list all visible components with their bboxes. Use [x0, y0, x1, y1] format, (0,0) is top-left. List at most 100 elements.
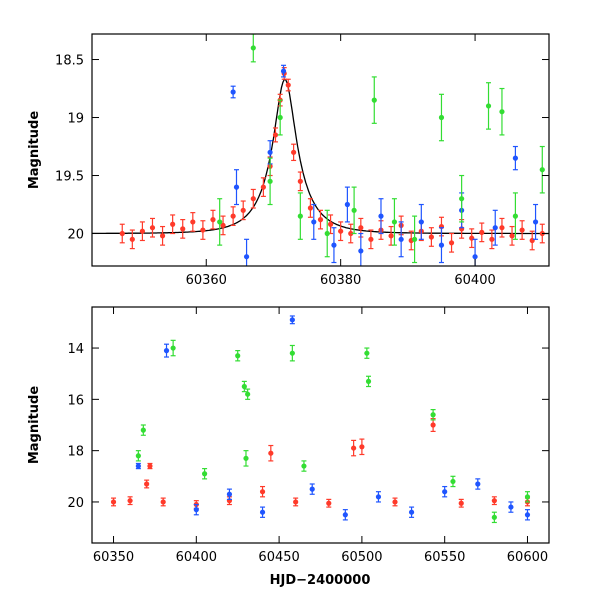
- bottom-data-point: [301, 463, 307, 469]
- bottom-data-point: [193, 507, 199, 513]
- bottom-data-point: [163, 348, 170, 354]
- top-data-point: [149, 225, 156, 231]
- top-data-point: [190, 219, 196, 225]
- top-data-point: [220, 222, 226, 228]
- bottom-ticks: 60350 60400 60450 60500 60550 60600 14 16 18 20: [67, 307, 549, 565]
- bottom-data-point: [144, 481, 150, 487]
- top-data-point: [358, 225, 364, 231]
- bottom-data-point: [408, 509, 415, 515]
- top-data-point: [243, 254, 250, 260]
- bottom-data-point: [235, 353, 241, 359]
- bottom-data-point: [475, 481, 481, 487]
- top-data-point: [280, 68, 287, 74]
- bottom-data-point: [309, 486, 315, 492]
- top-data-point: [338, 228, 344, 234]
- top-data-point: [398, 236, 404, 242]
- bottom-data-point: [147, 463, 153, 469]
- bottom-data-point: [289, 350, 295, 356]
- top-axes-frame: [91, 33, 550, 267]
- top-data-point: [485, 103, 492, 109]
- bottom-data-point: [342, 512, 348, 518]
- top-y-tick-label: 19.5: [55, 170, 84, 185]
- bottom-data-point: [392, 499, 398, 505]
- top-x-tick-label: 60380: [320, 273, 361, 288]
- top-data-point: [230, 89, 236, 95]
- bottom-data-point: [201, 471, 208, 477]
- top-data-point: [180, 226, 186, 232]
- top-data-point: [297, 213, 303, 219]
- top-data-point: [371, 97, 377, 103]
- top-data-point: [438, 242, 445, 248]
- bottom-series-1: [135, 315, 531, 521]
- top-data-point: [479, 229, 485, 235]
- top-data-point: [348, 230, 354, 237]
- bottom-data-point: [442, 489, 448, 495]
- top-data-point: [428, 234, 434, 240]
- top-data-point: [492, 225, 498, 231]
- top-y-tick-label: 18.5: [55, 54, 84, 69]
- top-data-point: [388, 233, 394, 239]
- top-data-point: [233, 184, 240, 190]
- bottom-series-0: [110, 417, 531, 509]
- top-data-point: [539, 167, 545, 173]
- bottom-data-point: [491, 514, 497, 520]
- bottom-y-axis-label: Magnitude: [27, 386, 42, 465]
- top-data-point: [368, 236, 374, 242]
- top-data-point: [272, 132, 279, 138]
- bottom-x-tick-label: 60350: [93, 550, 134, 565]
- bottom-data-point: [160, 499, 166, 505]
- bottom-x-axis-label: HJD−2400000: [270, 573, 371, 588]
- bottom-data-point: [135, 463, 141, 469]
- top-data-point: [509, 233, 515, 239]
- top-data-point: [327, 221, 334, 227]
- bottom-data-point: [110, 499, 117, 505]
- top-data-point: [512, 155, 518, 161]
- top-y-tick-label: 19: [67, 112, 84, 127]
- top-y-axis-label: Magnitude: [27, 111, 42, 190]
- bottom-data-point: [351, 445, 357, 451]
- top-data-point: [250, 196, 256, 202]
- top-data-point: [438, 114, 445, 121]
- top-data-point: [529, 237, 535, 244]
- top-data-point: [358, 248, 364, 254]
- bottom-data-point: [430, 422, 436, 428]
- top-data-point: [240, 207, 246, 213]
- top-data-point: [200, 227, 206, 233]
- top-data-point: [512, 213, 518, 219]
- top-data-point: [210, 217, 216, 223]
- bottom-x-tick-label: 60550: [424, 550, 465, 565]
- top-data-point: [499, 109, 505, 115]
- top-data-point: [230, 213, 236, 219]
- bottom-data-point: [135, 453, 141, 459]
- bottom-data-point: [289, 317, 295, 323]
- bottom-data-point: [364, 350, 370, 356]
- top-ticks: 60360 60380 60400 18.5 19 19.5 20: [55, 34, 549, 288]
- top-data-point: [260, 184, 266, 190]
- top-panel: 60360 60380 60400 18.5 19 19.5 20 Magnitude: [27, 33, 550, 288]
- bottom-panel: 60350 60400 60450 60500 60550 60600 14 16 18 20 M…: [27, 306, 550, 588]
- top-x-tick-label: 60400: [454, 273, 495, 288]
- top-data-point: [159, 233, 166, 239]
- bottom-data-point: [491, 498, 497, 504]
- top-data-point: [378, 213, 384, 219]
- bottom-data-point: [524, 512, 531, 518]
- top-data-point: [489, 236, 495, 242]
- top-data-point: [250, 45, 256, 51]
- top-data-point: [411, 236, 418, 242]
- bottom-axes-frame: [91, 306, 550, 544]
- top-data-point: [499, 225, 505, 231]
- bottom-data-point: [226, 491, 233, 497]
- top-data-point: [448, 240, 455, 246]
- top-data-point: [317, 217, 324, 223]
- top-series-0: [119, 67, 545, 253]
- bottom-data-point: [326, 500, 332, 506]
- top-data-point: [307, 205, 314, 211]
- top-data-point: [139, 228, 146, 234]
- bottom-data-point: [127, 498, 133, 504]
- top-data-point: [532, 219, 539, 225]
- bottom-data-point: [430, 412, 436, 418]
- top-series-2: [217, 34, 545, 264]
- top-plot-area: [92, 34, 549, 266]
- bottom-data-point: [524, 494, 531, 500]
